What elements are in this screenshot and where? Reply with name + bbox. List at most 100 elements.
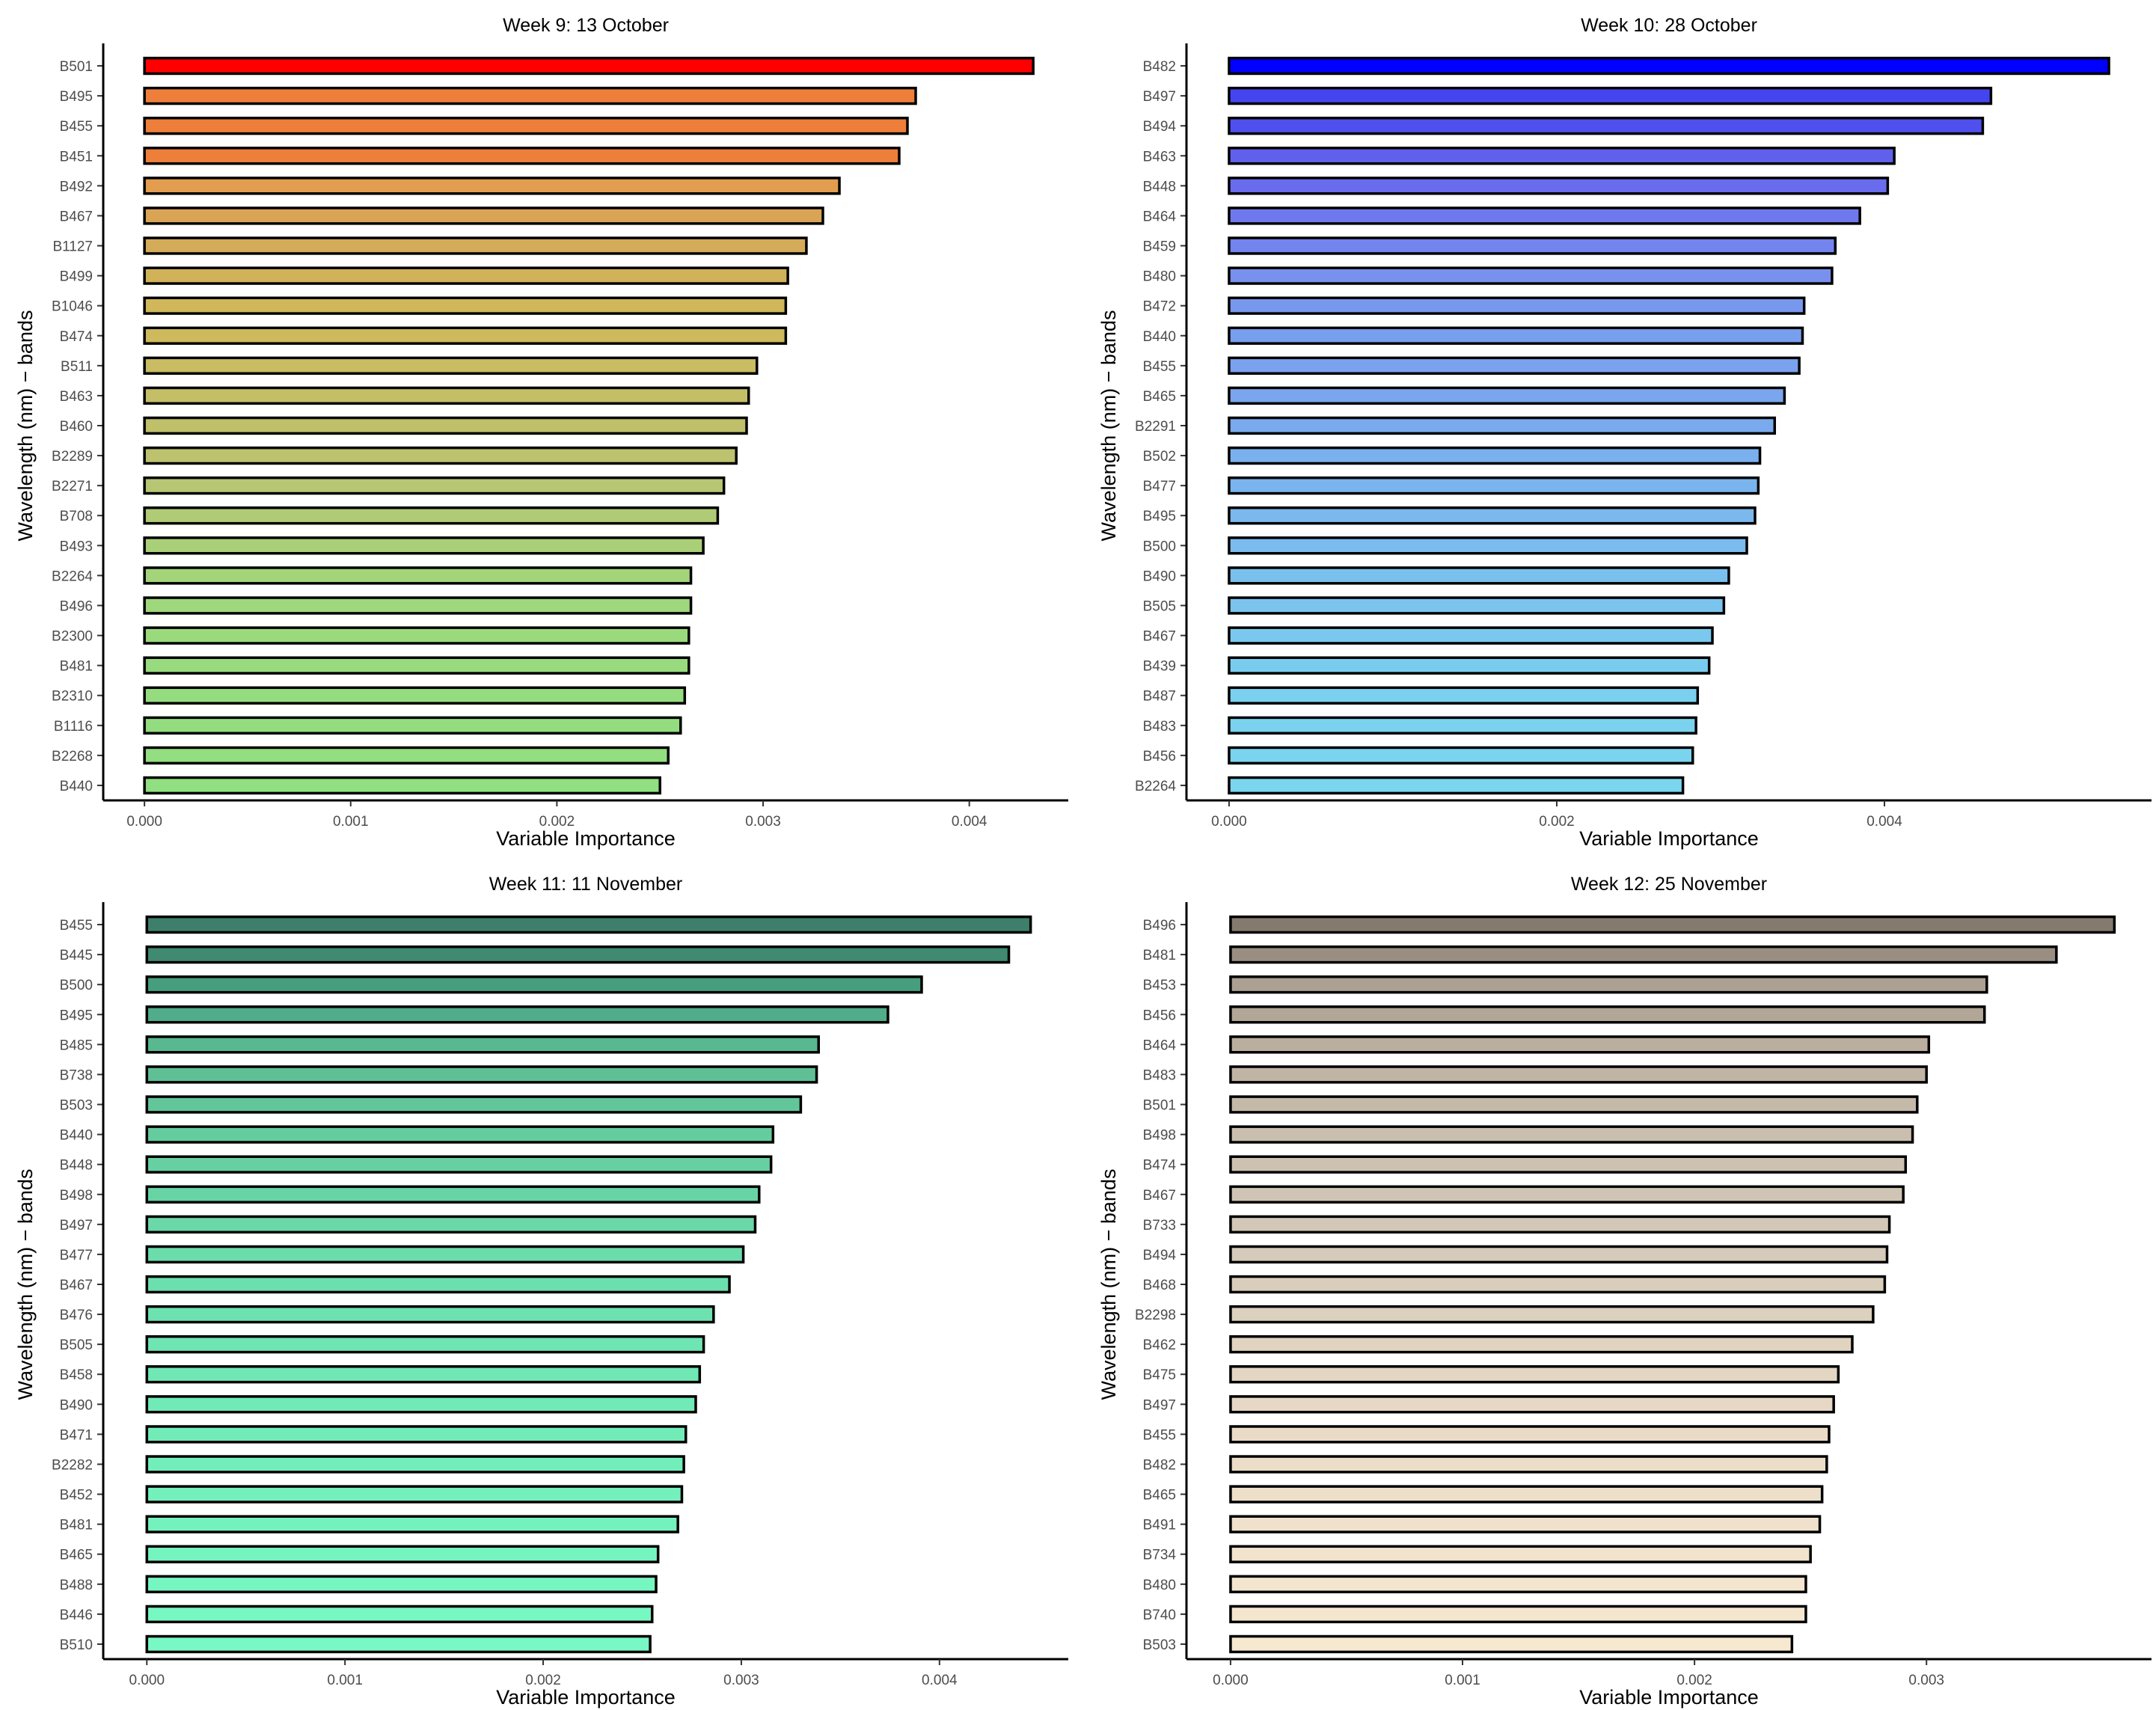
y-tick-label: B2289 <box>52 449 93 465</box>
bar <box>1229 1575 1807 1593</box>
y-tick-label: B462 <box>1143 1337 1176 1353</box>
y-tick-label: B464 <box>1143 209 1177 224</box>
bar <box>1228 476 1760 495</box>
y-tick-label: B474 <box>60 329 94 345</box>
y-tick-label: B502 <box>1143 449 1176 465</box>
y-tick-label: B500 <box>60 978 93 993</box>
bar <box>1228 716 1697 735</box>
y-tick-label: B458 <box>60 1367 93 1383</box>
y-tick-label: B493 <box>60 539 93 554</box>
bar <box>1229 1365 1840 1384</box>
bar <box>143 386 750 405</box>
bar <box>1228 446 1762 465</box>
y-tick-label: B481 <box>60 1518 93 1533</box>
y-tick-label: B2268 <box>52 749 93 764</box>
chart-title: Week 9: 13 October <box>503 15 669 36</box>
y-tick-label: B738 <box>60 1067 93 1083</box>
bar <box>145 1425 687 1444</box>
bar <box>1229 1095 1919 1114</box>
y-tick-label: B491 <box>1143 1518 1176 1533</box>
y-tick-label: B455 <box>60 119 93 135</box>
bar <box>1228 117 1985 135</box>
y-tick-label: B492 <box>60 179 93 194</box>
y-tick-label: B734 <box>1143 1548 1177 1563</box>
y-tick-label: B495 <box>1143 509 1176 524</box>
y-tick-label: B494 <box>1143 119 1177 135</box>
y-tick-label: B1046 <box>52 299 93 315</box>
bar <box>143 476 726 495</box>
y-tick-label: B500 <box>1143 539 1176 554</box>
y-tick-label: B439 <box>1143 659 1176 675</box>
y-tick-label: B488 <box>60 1578 93 1593</box>
y-tick-label: B475 <box>1143 1367 1176 1383</box>
bar <box>1229 1334 1854 1354</box>
y-tick-label: B483 <box>1143 1067 1176 1083</box>
y-tick-label: B495 <box>60 89 93 105</box>
y-tick-label: B485 <box>60 1038 93 1053</box>
panel-week-9: Week 9: 13 October B501 B495 B455 B451 B492 B4… <box>14 15 1068 850</box>
x-tick-label: 0.001 <box>327 1673 363 1688</box>
y-tick-label: B482 <box>1143 59 1176 75</box>
y-tick-label: B740 <box>1143 1608 1176 1623</box>
bar <box>1228 147 1896 165</box>
y-tick-label: B490 <box>1143 569 1176 584</box>
bar <box>143 446 738 465</box>
y-tick-label: B460 <box>60 419 93 435</box>
y-tick-label: B440 <box>60 1128 93 1144</box>
bar <box>145 1005 889 1024</box>
bar <box>1229 1275 1887 1294</box>
y-tick-label: B2264 <box>1135 779 1176 794</box>
bar <box>1229 1425 1831 1444</box>
y-tick-label: B448 <box>60 1158 93 1174</box>
x-tick-label: 0.002 <box>1539 814 1575 830</box>
bar <box>145 1605 654 1624</box>
bar <box>145 1545 660 1563</box>
bar <box>143 296 788 315</box>
bar <box>1229 1485 1824 1504</box>
y-tick-label: B480 <box>1143 269 1176 285</box>
y-tick-label: B467 <box>1143 629 1176 645</box>
y-tick-label: B2298 <box>1135 1308 1176 1323</box>
y-tick-label: B2271 <box>52 479 93 494</box>
y-tick-label: B511 <box>61 359 93 375</box>
bar <box>145 1215 757 1234</box>
y-tick-label: B456 <box>1143 1008 1176 1023</box>
bar <box>1229 1005 1986 1024</box>
bar <box>145 1334 705 1354</box>
bar <box>1229 1065 1928 1084</box>
y-tick-label: B481 <box>1143 948 1176 963</box>
y-axis-label: Wavelength (nm) − bands <box>14 310 37 542</box>
y-tick-label: B440 <box>1143 329 1176 345</box>
bar <box>145 1455 685 1474</box>
y-tick-label: B445 <box>60 948 93 963</box>
y-tick-label: B463 <box>1143 149 1176 165</box>
y-axis-label: Wavelength (nm) − bands <box>14 1169 37 1400</box>
y-tick-label: B467 <box>60 209 93 224</box>
chart-title: Week 11: 11 November <box>489 874 682 895</box>
y-tick-label: B459 <box>1143 239 1176 255</box>
bar <box>145 1515 679 1533</box>
chart-title: Week 10: 28 October <box>1581 15 1757 36</box>
panel-week-12: Week 12: 25 November B496 B481 B453 B456 B464… <box>1097 874 2152 1709</box>
y-tick-label: B510 <box>60 1637 93 1653</box>
y-tick-label: B455 <box>1143 1427 1176 1443</box>
y-tick-label: B451 <box>60 149 93 165</box>
bar <box>1229 1185 1905 1204</box>
bar <box>1229 1305 1875 1324</box>
bar <box>1228 626 1714 645</box>
bar <box>1229 1515 1822 1533</box>
x-axis-label: Variable Importance <box>496 1686 676 1709</box>
bar <box>143 626 690 645</box>
y-tick-label: B2291 <box>1135 419 1176 435</box>
panel-week-11: Week 11: 11 November B455 B445 B500 B495 B485… <box>14 874 1068 1709</box>
bar <box>143 117 909 135</box>
bar <box>1229 1455 1828 1474</box>
bar <box>1228 506 1757 525</box>
y-tick-label: B464 <box>1143 1038 1177 1053</box>
bar <box>145 1035 820 1054</box>
y-tick-label: B2264 <box>52 569 93 584</box>
bar <box>145 1575 658 1593</box>
bar <box>143 566 693 585</box>
x-axis-label: Variable Importance <box>496 827 676 850</box>
